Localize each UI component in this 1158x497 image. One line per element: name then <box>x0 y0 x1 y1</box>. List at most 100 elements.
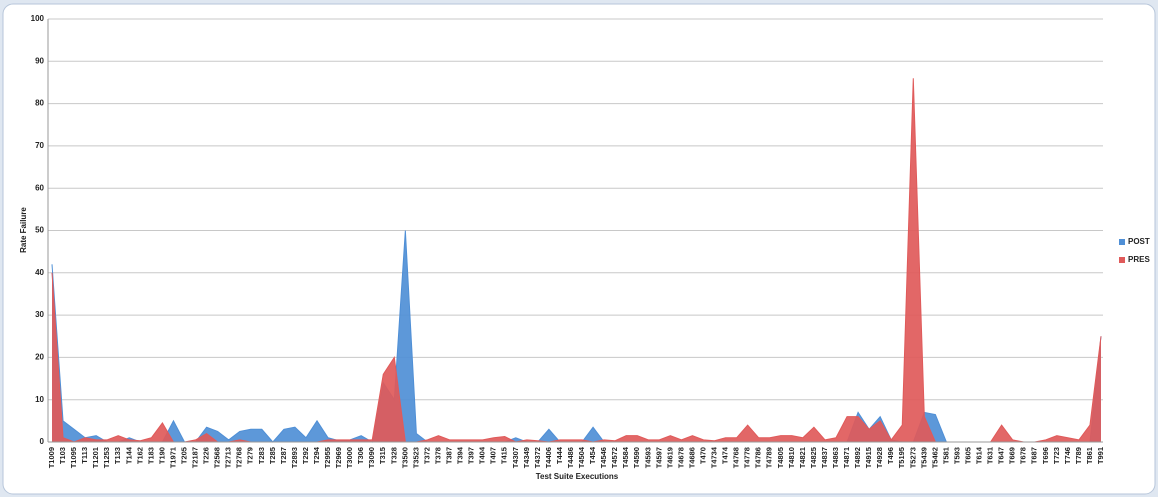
x-tick-label: T372 <box>422 447 431 464</box>
x-tick-label: T1095 <box>69 447 78 468</box>
x-tick-label: T397 <box>467 447 476 464</box>
x-tick-label: T4837 <box>820 447 829 468</box>
chart-area <box>2 3 1156 495</box>
x-tick-label: T696 <box>1041 447 1050 464</box>
x-tick-label: T292 <box>301 447 310 464</box>
y-tick-label: 90 <box>35 56 44 65</box>
x-tick-label: T474 <box>721 446 730 464</box>
x-tick-label: T789 <box>1074 447 1083 464</box>
x-tick-label: T4678 <box>676 447 685 468</box>
x-tick-label: T4406 <box>544 447 553 468</box>
y-tick-label: 70 <box>35 141 44 150</box>
x-tick-label: T113 <box>80 447 89 464</box>
x-tick-label: T4504 <box>577 446 586 468</box>
x-tick-label: T593 <box>952 447 961 464</box>
x-tick-label: T496 <box>886 447 895 464</box>
x-tick-label: T287 <box>279 447 288 464</box>
x-tick-label: T4863 <box>831 447 840 468</box>
x-tick-label: T4768 <box>732 447 741 468</box>
y-axis-title: Rate Failure <box>19 207 28 253</box>
x-tick-label: T283 <box>257 447 266 464</box>
x-tick-label: T3000 <box>345 447 354 468</box>
x-tick-label: T4915 <box>864 447 873 468</box>
x-tick-label: T1971 <box>168 447 177 468</box>
x-tick-label: T4372 <box>533 447 542 468</box>
x-tick-label: T4597 <box>654 447 663 468</box>
y-tick-label: 20 <box>35 353 44 362</box>
x-tick-label: T3090 <box>367 447 376 468</box>
legend-label: POST <box>1128 237 1150 246</box>
y-tick-label: 30 <box>35 310 44 319</box>
x-tick-label: T4871 <box>842 447 851 468</box>
x-tick-label: T3523 <box>411 447 420 468</box>
x-tick-label: T1201 <box>91 447 100 468</box>
x-tick-label: T2893 <box>290 447 299 468</box>
x-tick-label: T687 <box>1030 447 1039 464</box>
x-tick-label: T306 <box>356 447 365 464</box>
x-tick-label: T285 <box>268 447 277 464</box>
y-tick-label: 40 <box>35 268 44 277</box>
x-tick-label: T2713 <box>224 447 233 468</box>
x-tick-label: T5273 <box>908 447 917 468</box>
legend-label: PRES <box>1128 255 1150 264</box>
x-tick-label: T315 <box>378 447 387 464</box>
x-tick-label: T144 <box>124 446 133 464</box>
y-tick-label: 100 <box>31 14 45 23</box>
x-tick-label: T4825 <box>809 447 818 468</box>
x-tick-label: T4572 <box>610 447 619 468</box>
x-tick-label: T183 <box>146 447 155 464</box>
x-tick-label: T5462 <box>930 447 939 468</box>
x-tick-label: T1009 <box>47 447 56 468</box>
x-tick-label: T444 <box>555 446 564 464</box>
x-tick-label: T605 <box>963 447 972 464</box>
x-tick-label: T4810 <box>787 447 796 468</box>
x-tick-label: T4546 <box>599 447 608 468</box>
x-tick-label: T190 <box>157 447 166 464</box>
x-tick-label: T328 <box>389 447 398 464</box>
x-tick-label: T279 <box>246 447 255 464</box>
legend-swatch <box>1119 239 1125 245</box>
x-tick-label: T723 <box>1052 447 1061 464</box>
x-tick-label: T2969 <box>334 447 343 468</box>
legend-swatch <box>1119 257 1125 263</box>
x-tick-label: T5439 <box>919 447 928 468</box>
y-tick-label: 80 <box>35 99 44 108</box>
x-tick-label: T991 <box>1096 447 1105 464</box>
x-tick-label: T2187 <box>191 447 200 468</box>
y-tick-label: 10 <box>35 395 44 404</box>
x-tick-label: T2568 <box>213 447 222 468</box>
x-tick-label: T4821 <box>798 447 807 468</box>
y-tick-label: 50 <box>35 226 44 235</box>
x-tick-label: T4349 <box>522 447 531 468</box>
x-tick-label: T205 <box>179 447 188 464</box>
x-tick-label: T746 <box>1063 447 1072 464</box>
x-tick-label: T669 <box>1008 447 1017 464</box>
x-tick-label: T226 <box>202 447 211 464</box>
y-tick-label: 0 <box>40 437 45 446</box>
x-tick-label: T581 <box>941 447 950 464</box>
x-tick-label: T470 <box>698 447 707 464</box>
x-tick-label: T5195 <box>897 447 906 468</box>
x-tick-label: T861 <box>1085 447 1094 464</box>
x-tick-label: T133 <box>113 447 122 464</box>
x-tick-label: T415 <box>500 447 509 464</box>
x-tick-label: T103 <box>58 447 67 464</box>
x-tick-label: T394 <box>456 446 465 464</box>
x-tick-label: T2955 <box>323 447 332 468</box>
x-tick-label: T631 <box>986 447 995 464</box>
x-tick-label: T4786 <box>754 447 763 468</box>
x-tick-label: T407 <box>489 447 498 464</box>
x-tick-label: T454 <box>588 446 597 464</box>
x-tick-label: T4928 <box>875 447 884 468</box>
y-tick-label: 60 <box>35 183 44 192</box>
x-tick-label: T4590 <box>632 447 641 468</box>
x-tick-label: T387 <box>445 447 454 464</box>
x-tick-label: T4778 <box>743 447 752 468</box>
x-tick-label: T4584 <box>621 446 630 468</box>
x-tick-label: T4593 <box>643 447 652 468</box>
x-tick-label: T4892 <box>853 447 862 468</box>
x-tick-label: T1253 <box>102 447 111 468</box>
x-tick-label: T3500 <box>400 447 409 468</box>
x-axis-title: Test Suite Executions <box>536 472 619 481</box>
